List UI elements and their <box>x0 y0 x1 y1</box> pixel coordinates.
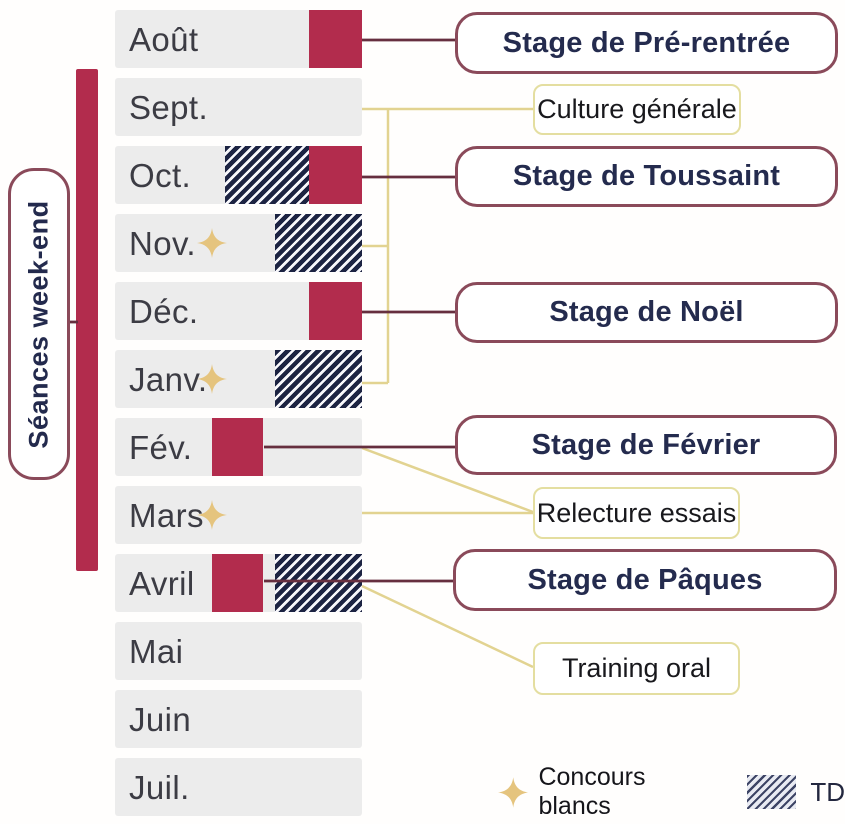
stage-block <box>212 418 263 476</box>
callout-training-oral: Training oral <box>533 642 740 695</box>
month-label: Juil. <box>129 768 190 806</box>
td-block <box>275 214 362 272</box>
callout-stage-paques: Stage de Pâques <box>453 549 837 611</box>
legend-td-label: TD <box>810 776 845 807</box>
stage-block <box>309 146 362 204</box>
callout-label: Culture générale <box>537 94 737 124</box>
month-row-aout: Août <box>115 10 362 68</box>
month-row-fev: Fév. <box>115 418 362 476</box>
month-row-avril: Avril <box>115 554 362 612</box>
month-row-juin: Juin <box>115 690 362 748</box>
callout-label: Stage de Février <box>531 428 761 461</box>
callout-stage-noel: Stage de Noël <box>455 282 838 343</box>
td-hatch-swatch <box>747 775 797 809</box>
td-block <box>275 554 362 612</box>
weekend-sessions-bar <box>76 69 98 571</box>
concours-blanc-icon <box>197 228 227 258</box>
callout-label: Training oral <box>561 653 712 683</box>
month-label: Fév. <box>129 428 193 466</box>
month-label: Oct. <box>129 156 192 194</box>
stage-block <box>309 282 362 340</box>
month-label: Mars <box>129 496 204 534</box>
callout-label: Stage de Pâques <box>527 563 763 596</box>
month-label: Déc. <box>129 292 199 330</box>
month-row-oct: Oct. <box>115 146 362 204</box>
month-label: Avril <box>129 564 195 602</box>
callout-label: Stage de Pré-rentrée <box>502 26 791 59</box>
month-label: Janv. <box>129 360 208 398</box>
legend-concours-blancs-label: Concours blancs <box>538 763 646 820</box>
concours-blanc-icon <box>197 500 227 530</box>
callout-relecture-essais: Relecture essais <box>533 487 740 539</box>
td-block <box>225 146 309 204</box>
month-label: Sept. <box>129 88 209 126</box>
callout-stage-pre-rentree: Stage de Pré-rentrée <box>455 12 838 74</box>
callout-stage-toussaint: Stage de Toussaint <box>455 146 838 207</box>
callout-culture-generale: Culture générale <box>533 84 741 135</box>
month-label: Mai <box>129 632 184 670</box>
month-row-janv: Janv. <box>115 350 362 408</box>
td-block <box>275 350 362 408</box>
month-row-mai: Mai <box>115 622 362 680</box>
month-label: Juin <box>129 700 192 738</box>
month-row-mars: Mars <box>115 486 362 544</box>
month-label: Nov. <box>129 224 197 262</box>
legend: Concours blancs TD <box>498 763 845 820</box>
seances-weekend-box: Séances week-end <box>8 168 70 480</box>
month-row-dec: Déc. <box>115 282 362 340</box>
callout-stage-fevrier: Stage de Février <box>455 415 837 475</box>
callout-label: Stage de Noël <box>549 296 744 328</box>
stage-block <box>309 10 362 68</box>
month-row-sept: Sept. <box>115 78 362 136</box>
callout-label: Stage de Toussaint <box>512 160 781 192</box>
month-row-nov: Nov. <box>115 214 362 272</box>
concours-blanc-icon <box>498 776 529 809</box>
seances-weekend-label: Séances week-end <box>23 199 54 449</box>
callout-label: Relecture essais <box>536 497 737 528</box>
stage-block <box>212 554 263 612</box>
month-row-juil: Juil. <box>115 758 362 816</box>
concours-blanc-icon <box>197 364 227 394</box>
month-label: Août <box>129 20 199 58</box>
